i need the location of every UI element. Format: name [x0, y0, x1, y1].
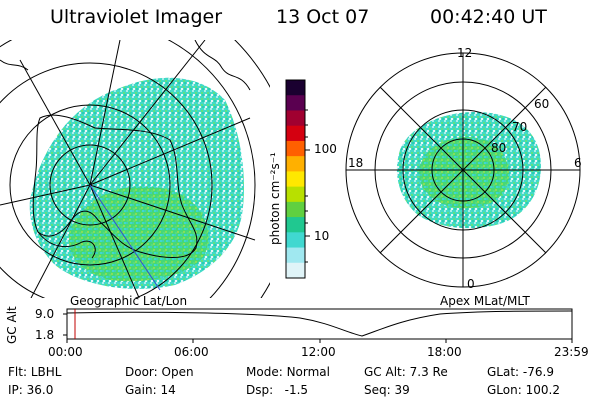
- status-seq: Seq: 39: [364, 383, 410, 397]
- lat-label-80: 80: [491, 141, 507, 155]
- xtick-2359: 23:59: [554, 345, 589, 359]
- apex-caption: Apex MLat/MLT: [440, 294, 530, 308]
- mlt-label-0: 0: [467, 277, 475, 291]
- mlt-label-18: 18: [348, 156, 364, 170]
- xtick-1200: 12:00: [301, 345, 336, 359]
- satellite-track: [89, 184, 161, 291]
- status-glat-label: GLat:: [487, 365, 520, 379]
- status-gcalt-value: 7.3 Re: [409, 365, 448, 379]
- xtick-0600: 06:00: [174, 345, 209, 359]
- status-gain: Gain: 14: [125, 383, 176, 397]
- status-door-value: Open: [161, 365, 194, 379]
- colorbar-band: [286, 110, 305, 127]
- xtick-0000: 00:00: [48, 345, 83, 359]
- status-mode-label: Mode:: [246, 365, 283, 379]
- altitude-ytick-high: 9.0: [35, 307, 55, 321]
- status-door-label: Door:: [125, 365, 158, 379]
- xtick-1800: 18:00: [427, 345, 462, 359]
- colorbar-band: [286, 217, 305, 233]
- status-gcalt: GC Alt: 7.3 Re: [364, 365, 448, 379]
- status-glat-value: -76.9: [522, 365, 554, 379]
- colorbar-tick-100: 100: [314, 142, 337, 156]
- time-label: 00:42:40 UT: [430, 6, 547, 28]
- status-glon: GLon: 100.2: [487, 383, 560, 397]
- status-gain-label: Gain:: [125, 383, 157, 397]
- mlt-label-6: 6: [574, 156, 582, 170]
- colorbar-units: photon cm⁻²s⁻¹: [268, 152, 282, 245]
- instrument-title: Ultraviolet Imager: [50, 6, 223, 28]
- colorbar-band: [286, 232, 305, 249]
- status-flt: Flt: LBHL: [8, 365, 61, 379]
- status-ip-label: IP:: [8, 383, 23, 397]
- status-glon-label: GLon:: [487, 383, 522, 397]
- status-flt-value: LBHL: [30, 365, 62, 379]
- status-door: Door: Open: [125, 365, 194, 379]
- colorbar-tick-10: 10: [314, 229, 330, 243]
- status-seq-label: Seq:: [364, 383, 391, 397]
- status-dsp: Dsp: -1.5: [246, 383, 308, 397]
- status-flt-label: Flt:: [8, 365, 27, 379]
- date-label: 13 Oct 07: [276, 6, 370, 28]
- status-mode-value: Normal: [286, 365, 330, 379]
- lat-label-60: 60: [534, 97, 550, 111]
- colorbar-band: [286, 171, 305, 188]
- status-seq-value: 39: [394, 383, 410, 397]
- altitude-curve: [66, 310, 573, 337]
- lat-label-70: 70: [512, 120, 528, 134]
- coastline: [32, 114, 198, 258]
- status-dsp-label: Dsp:: [246, 383, 274, 397]
- colorbar-band: [286, 125, 305, 142]
- colorbar-band: [286, 247, 305, 264]
- apex-map: [345, 52, 581, 288]
- altitude-ytick-low: 1.8: [35, 328, 55, 342]
- colorbar-band: [286, 80, 305, 96]
- geographic-map: [0, 40, 270, 298]
- colorbar-band: [286, 201, 305, 218]
- colorbar-band: [286, 140, 305, 157]
- colorbar-band: [286, 262, 305, 279]
- status-glat: GLat: -76.9: [487, 365, 554, 379]
- status-dsp-value: -1.5: [276, 383, 309, 397]
- colorbar-band: [286, 95, 305, 111]
- altitude-ylabel: GC Alt: [5, 306, 19, 344]
- status-mode: Mode: Normal: [246, 365, 330, 379]
- geographic-caption: Geographic Lat/Lon: [70, 294, 188, 308]
- status-gcalt-label: GC Alt:: [364, 365, 406, 379]
- status-ip-value: 36.0: [26, 383, 54, 397]
- colorbar: [286, 80, 305, 279]
- altitude-plot: [63, 308, 573, 343]
- colorbar-band: [286, 156, 305, 172]
- status-ip: IP: 36.0: [8, 383, 53, 397]
- status-gain-value: 14: [160, 383, 176, 397]
- mlt-label-12: 12: [457, 46, 473, 60]
- status-glon-value: 100.2: [525, 383, 560, 397]
- colorbar-band: [286, 186, 305, 203]
